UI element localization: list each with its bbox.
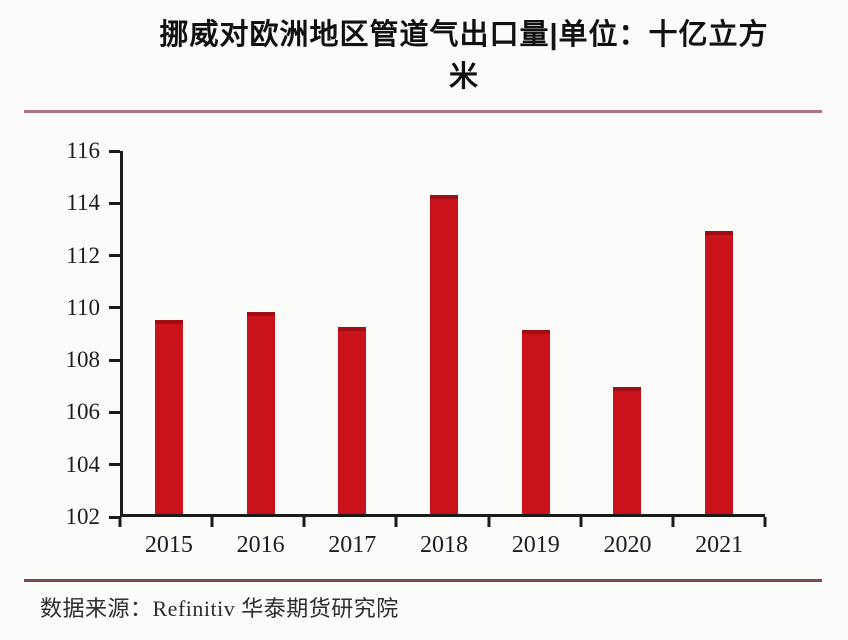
x-axis-tick bbox=[210, 517, 214, 527]
x-axis-label: 2020 bbox=[603, 532, 652, 558]
x-axis-tick bbox=[671, 517, 675, 527]
y-axis-tick bbox=[109, 149, 120, 153]
y-axis-label: 110 bbox=[66, 294, 100, 320]
y-axis-tick bbox=[109, 515, 120, 519]
y-axis-label: 114 bbox=[66, 190, 100, 216]
chart-title-line1: 挪威对欧洲地区管道气出口量|单位：十亿立方 bbox=[159, 19, 769, 51]
bottom-divider bbox=[24, 579, 822, 582]
bar-slot: 2016 bbox=[215, 151, 307, 558]
bar bbox=[521, 329, 550, 514]
y-axis-line bbox=[120, 151, 123, 517]
data-source-text: 数据来源：Refinitiv 华泰期货研究院 bbox=[40, 596, 399, 621]
y-axis-tick bbox=[109, 463, 120, 467]
bar-slot: 2015 bbox=[123, 151, 215, 558]
y-axis-tick bbox=[109, 201, 120, 205]
x-axis-tick bbox=[302, 517, 306, 527]
y-axis-tick bbox=[109, 306, 120, 310]
chart-title: 挪威对欧洲地区管道气出口量|单位：十亿立方 米 bbox=[114, 14, 814, 98]
y-axis-label: 104 bbox=[65, 451, 101, 477]
y-axis-label: 116 bbox=[66, 138, 100, 163]
bar-chart: 102 104 106 108 110 112 114 116 2015 2016 2017 2018… bbox=[66, 138, 767, 558]
bar bbox=[246, 311, 275, 514]
bar bbox=[705, 231, 734, 514]
x-axis-line bbox=[120, 514, 765, 517]
bar bbox=[338, 327, 367, 514]
chart-title-line2: 米 bbox=[448, 61, 479, 93]
bar bbox=[154, 319, 183, 514]
x-axis-label: 2018 bbox=[420, 532, 469, 558]
x-axis-tick bbox=[394, 517, 398, 527]
y-axis-label: 112 bbox=[66, 242, 100, 268]
top-divider bbox=[24, 110, 822, 113]
bar-slot: 2021 bbox=[673, 151, 765, 558]
bar-slot: 2018 bbox=[398, 151, 490, 558]
bar-slot: 2020 bbox=[582, 151, 674, 558]
bar-slot: 2017 bbox=[306, 151, 398, 558]
bar-slot: 2019 bbox=[490, 151, 582, 558]
y-axis-label: 106 bbox=[65, 399, 101, 425]
bars-area: 2015 2016 2017 2018 2019 2020 2021 bbox=[123, 151, 765, 558]
x-axis-label: 2019 bbox=[511, 532, 560, 558]
y-axis-tick bbox=[109, 254, 120, 258]
x-axis-label: 2021 bbox=[695, 532, 744, 558]
x-axis-label: 2015 bbox=[144, 532, 193, 558]
x-axis-tick bbox=[118, 517, 122, 527]
x-axis-tick bbox=[579, 517, 583, 527]
bar bbox=[613, 386, 642, 514]
x-axis-label: 2017 bbox=[328, 532, 377, 558]
bar bbox=[430, 195, 459, 514]
x-axis-tick bbox=[487, 517, 491, 527]
y-axis-label: 108 bbox=[65, 347, 101, 373]
y-axis-tick bbox=[109, 410, 120, 414]
x-axis-tick bbox=[763, 517, 767, 527]
y-axis-label: 102 bbox=[65, 504, 101, 529]
y-axis-tick bbox=[109, 358, 120, 362]
x-axis-label: 2016 bbox=[236, 532, 285, 558]
